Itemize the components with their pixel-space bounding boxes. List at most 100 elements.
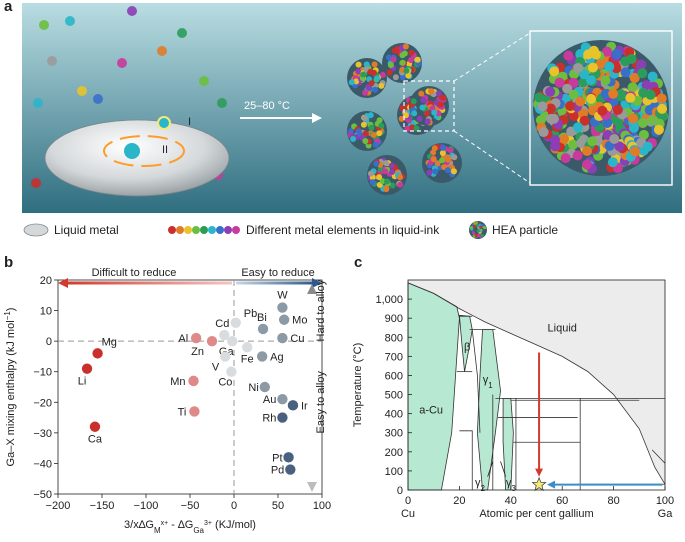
alloy-atom — [638, 129, 649, 140]
alloy-atom — [647, 71, 658, 82]
floating-atom — [93, 94, 103, 104]
alloy-atom — [575, 96, 586, 107]
alloy-atom — [444, 167, 451, 174]
point-label-fe: Fe — [241, 353, 254, 365]
alloy-atom — [609, 134, 620, 145]
alloy-atom — [575, 49, 586, 60]
boundary-line-8 — [651, 449, 666, 464]
point-label-v: V — [212, 361, 220, 373]
alloy-atom — [476, 229, 480, 233]
alloy-atom — [626, 54, 637, 65]
alloy-atom — [657, 103, 668, 114]
alloy-atom — [438, 94, 445, 101]
panel-c-chart: 0 20 40 60 80 100 0 100 200 300 400 500 600 700 800 900… — [352, 279, 674, 520]
alloy-atom — [355, 61, 362, 68]
liquidus-line — [407, 282, 666, 485]
point-label-co: Co — [218, 377, 232, 389]
process-arrow-head — [312, 113, 322, 123]
alloy-atom — [477, 233, 481, 238]
alloy-atom — [362, 137, 369, 144]
alloy-atom — [416, 115, 423, 122]
x-tick-label: 20 — [453, 495, 465, 507]
difficult-label: Difficult to reduce — [92, 267, 177, 279]
alloy-atom — [602, 46, 613, 57]
alloy-atom — [604, 61, 615, 72]
point-pt — [283, 452, 294, 463]
x-tick-label: 100 — [313, 500, 331, 512]
alloy-atom — [637, 68, 648, 79]
panel-a-legend: Liquid metal Different metal elements in… — [22, 218, 682, 244]
point-al — [190, 332, 202, 344]
legend-element-dot — [176, 226, 184, 234]
alloy-atom — [545, 86, 556, 97]
point-label-ni: Ni — [248, 382, 258, 394]
legend-hea-label: HEA particle — [492, 223, 558, 237]
legend-element-dot — [232, 226, 240, 234]
alloy-atom — [399, 52, 406, 59]
alloy-atom — [372, 141, 379, 148]
y-tick-label: 1,000 — [375, 294, 403, 306]
floating-atom — [39, 20, 49, 30]
alloy-atom — [368, 124, 375, 131]
alloy-atom — [362, 89, 369, 96]
alloy-atom — [472, 224, 477, 228]
x-tick-label: 80 — [607, 495, 619, 507]
easy-alloy-label: Easy to alloy — [315, 371, 327, 434]
boundary-line-1 — [471, 329, 481, 433]
point-mg — [92, 348, 103, 359]
alloy-atom — [473, 221, 477, 225]
floating-atom — [117, 58, 127, 68]
alloy-atom — [348, 79, 355, 86]
roman-two: II — [162, 144, 168, 156]
point-label-pb: Pb — [244, 308, 257, 320]
alloy-atom — [378, 82, 385, 89]
x-tick-label: 60 — [556, 495, 568, 507]
cu-end-label: Cu — [401, 508, 415, 520]
alloy-atom — [426, 169, 433, 176]
alloy-atom — [450, 168, 457, 175]
alloy-atom — [607, 157, 618, 168]
alloy-atom — [389, 182, 396, 189]
easy-reduce-label: Easy to reduce — [241, 267, 314, 279]
alloy-atom — [376, 130, 383, 137]
alloy-atom — [365, 84, 372, 91]
alloy-atom — [591, 49, 602, 60]
alloy-atom — [445, 156, 452, 163]
legend-elements-label: Different metal elements in liquid-ink — [246, 223, 440, 237]
alloy-atom — [362, 130, 369, 137]
alloy-atom — [642, 141, 653, 152]
alloy-atom — [620, 67, 631, 78]
alloy-atom — [368, 80, 375, 87]
point-label-mg: Mg — [102, 336, 117, 348]
alloy-atom — [616, 91, 627, 102]
point-label-cu: Cu — [290, 333, 304, 345]
alloy-atom — [404, 125, 411, 132]
composition-star-marker — [531, 476, 547, 492]
alloy-atom — [451, 154, 458, 161]
alloy-atom — [413, 125, 420, 132]
alloy-atom — [355, 128, 362, 135]
point-zn — [206, 335, 218, 347]
alloy-atom — [637, 117, 648, 128]
alloy-atom — [568, 77, 579, 88]
droplet-glow — [103, 135, 185, 167]
floating-atom — [127, 6, 137, 16]
liquid-metal-droplet — [44, 119, 230, 197]
x-tick-label: 0 — [231, 500, 237, 512]
composition-marker — [531, 352, 663, 492]
y-tick-label: 600 — [385, 370, 403, 382]
panel-c-letter: c — [354, 254, 363, 271]
alloy-atom — [360, 71, 367, 78]
alloy-atom — [388, 162, 395, 169]
alloy-atom — [403, 67, 410, 74]
point-label-mo: Mo — [292, 315, 307, 327]
x-tick-label: −100 — [134, 500, 159, 512]
alloy-atom — [376, 174, 383, 181]
alloy-atom — [471, 231, 476, 235]
alloy-atom — [361, 115, 368, 122]
y-tick-label: −50 — [33, 489, 52, 501]
alloy-atom — [568, 139, 579, 150]
hard-alloy-label: Hard to alloy — [315, 279, 327, 341]
alloy-atom — [440, 144, 447, 151]
panel-b-letter: b — [4, 254, 14, 271]
